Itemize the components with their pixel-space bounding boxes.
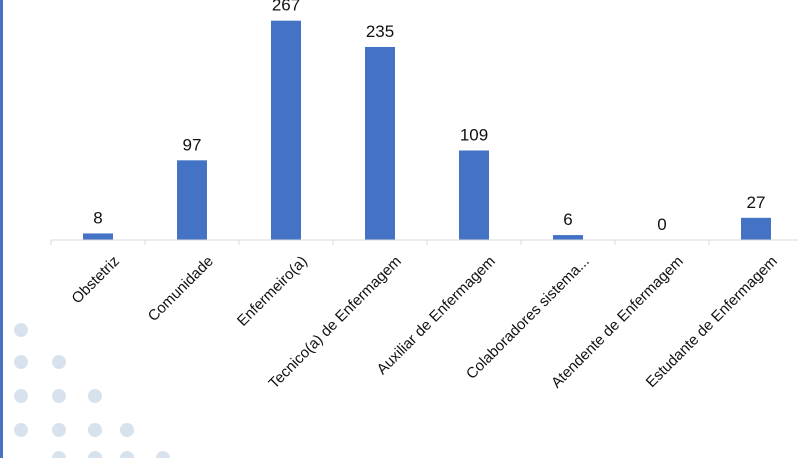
x-tick-label-2: Enfermeiro(a)	[234, 253, 311, 330]
bar-chart: 8 97 267 235 109 6 0 27 Obstetriz Comunidade Enfe…	[14, 0, 798, 458]
decorative-dots	[14, 323, 170, 458]
value-label-2: 267	[272, 0, 300, 15]
value-label-3: 235	[366, 22, 394, 41]
bar-1	[177, 160, 207, 240]
bar-3	[365, 46, 395, 240]
bars-group	[83, 20, 771, 240]
bar-5	[553, 235, 583, 240]
bar-4	[459, 150, 489, 240]
x-tick-labels-group: Obstetriz Comunidade Enfermeiro(a)Tecnico(…	[68, 253, 780, 392]
bar-2	[271, 20, 301, 240]
value-label-4: 109	[460, 125, 488, 144]
x-axis-ticks	[50, 240, 710, 245]
bar-0	[83, 233, 113, 240]
x-tick-label-0: Obstetriz	[68, 253, 122, 307]
bar-7	[741, 217, 771, 240]
x-tick-label-1: Comunidade	[145, 253, 217, 325]
value-labels-group: 8 97 267 235 109 6 0 27	[93, 0, 765, 234]
value-label-6: 0	[657, 215, 666, 234]
value-label-5: 6	[563, 210, 572, 229]
value-label-7: 27	[747, 193, 766, 212]
value-label-1: 97	[183, 135, 202, 154]
value-label-0: 8	[93, 208, 102, 227]
